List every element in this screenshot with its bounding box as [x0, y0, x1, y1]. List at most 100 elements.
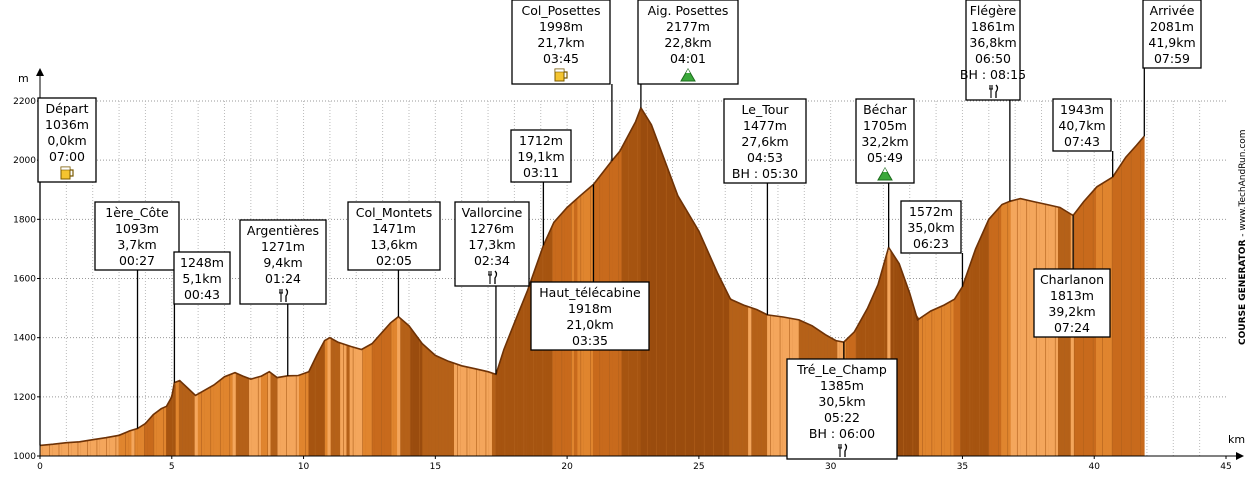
- profile-segment: [374, 335, 379, 457]
- profile-segment: [438, 356, 442, 457]
- annotation-text: 41,9km: [1148, 35, 1195, 50]
- profile-segment: [707, 249, 711, 457]
- knife-icon: [494, 270, 498, 284]
- annotation-text: BH : 06:00: [809, 426, 875, 441]
- knife-icon: [995, 84, 999, 98]
- profile-segment: [324, 338, 329, 457]
- profile-segment: [482, 370, 487, 457]
- profile-segment: [327, 337, 332, 457]
- profile-segment: [257, 375, 262, 457]
- profile-segment: [381, 328, 386, 457]
- profile-segment: [960, 283, 964, 457]
- profile-segment: [767, 314, 771, 457]
- profile-segment: [934, 307, 939, 457]
- profile-segment: [953, 294, 958, 457]
- annotation-box: [723, 98, 807, 184]
- profile-segment: [523, 291, 528, 457]
- y-tick-label: 2200: [13, 97, 36, 107]
- profile-segment: [118, 433, 123, 457]
- profile-segment: [213, 381, 218, 457]
- profile-segment: [444, 359, 449, 457]
- annotation-text: 00:27: [119, 253, 155, 268]
- x-tick-label: 0: [37, 462, 43, 472]
- annotation-box: [347, 201, 441, 271]
- profile-segment: [1001, 202, 1005, 457]
- profile-segment: [495, 365, 499, 457]
- profile-segment: [672, 181, 676, 457]
- profile-segment: [751, 307, 756, 457]
- annotation-text: 9,4km: [263, 255, 302, 270]
- profile-segment: [782, 316, 787, 457]
- profile-segment: [997, 204, 1002, 457]
- profile-segment: [207, 386, 212, 457]
- annotation-text: 02:05: [376, 253, 412, 268]
- profile-segment: [83, 440, 88, 457]
- annotation-text: 1248m: [180, 255, 224, 270]
- profile-segment: [153, 411, 158, 457]
- profile-segment: [1124, 153, 1129, 457]
- profile-segment: [349, 345, 354, 457]
- credit-rest: - www.TechAndRun.com: [1238, 129, 1248, 239]
- y-tick-label: 1400: [13, 334, 36, 344]
- profile-segment: [400, 317, 405, 457]
- profile-segment: [61, 442, 66, 457]
- profile-segment: [346, 344, 351, 457]
- profile-segment: [903, 275, 907, 457]
- profile-segment: [280, 376, 284, 457]
- profile-segment: [264, 372, 269, 457]
- profile-segment: [150, 413, 155, 457]
- profile-segment: [485, 370, 490, 457]
- profile-segment: [140, 423, 145, 457]
- profile-segment: [1026, 199, 1031, 457]
- profile-segment: [694, 222, 699, 457]
- annotation-text: BH : 05:30: [732, 166, 798, 181]
- profile-segment: [435, 354, 439, 457]
- profile-segment: [748, 306, 752, 457]
- beer-handle: [564, 71, 568, 79]
- annotation-text: 03:45: [543, 51, 579, 66]
- profile-segment: [216, 379, 221, 457]
- profile-segment: [128, 429, 133, 457]
- profile-segment: [191, 391, 196, 457]
- profile-segment: [251, 377, 256, 457]
- profile-segment: [387, 321, 392, 457]
- profile-segment: [507, 330, 512, 457]
- profile-segment: [80, 440, 85, 457]
- profile-segment: [982, 226, 986, 457]
- profile-segment: [1020, 198, 1024, 457]
- profile-segment: [55, 443, 60, 457]
- annotation-text: 05:22: [824, 410, 860, 425]
- profile-outline: [39, 106, 1145, 447]
- profile-segment: [178, 380, 183, 457]
- profile-segment: [166, 399, 170, 457]
- annotation-text: BH : 08:15: [960, 67, 1026, 82]
- profile-segment: [479, 369, 484, 457]
- annotation-text: 07:43: [1064, 134, 1100, 149]
- annotation-text: 04:53: [747, 150, 783, 165]
- profile-segment: [665, 164, 670, 457]
- profile-segment: [248, 377, 253, 457]
- profile-segment: [362, 346, 367, 457]
- fork-icon: [488, 271, 492, 284]
- profile-segment: [261, 373, 265, 457]
- profile-segment: [68, 442, 72, 457]
- profile-segment: [144, 420, 148, 457]
- profile-segment: [295, 374, 300, 457]
- profile-segment: [684, 206, 689, 457]
- annotation-text: 1276m: [470, 221, 514, 236]
- annotation-box: [965, 0, 1021, 101]
- annotation-box: [94, 201, 180, 271]
- annotation-text: 21,0km: [566, 317, 613, 332]
- profile-segment: [52, 443, 57, 457]
- profile-segment: [273, 374, 278, 457]
- profile-segment: [412, 330, 417, 457]
- annotation-text: 1ère_Côte: [105, 205, 169, 220]
- annotation-text: 0,0km: [47, 133, 86, 148]
- annotation-box: [786, 358, 898, 460]
- profile-segment: [1121, 157, 1126, 457]
- profile-segment: [289, 375, 294, 457]
- profile-segment: [498, 356, 503, 457]
